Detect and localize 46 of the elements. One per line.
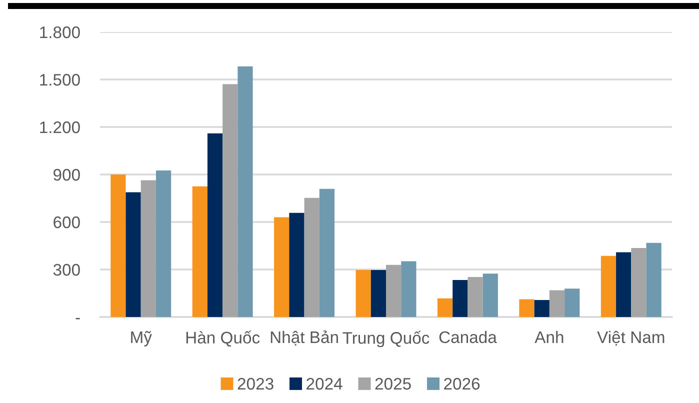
bar xyxy=(319,188,335,317)
legend-label: 2026 xyxy=(444,378,480,390)
y-tick-label: 1.500 xyxy=(40,74,80,86)
legend-label: 2024 xyxy=(306,378,342,390)
y-tick-label: 900 xyxy=(54,168,80,181)
x-tick-label: Canada xyxy=(439,330,497,344)
bar xyxy=(370,270,386,317)
bar xyxy=(646,242,662,317)
x-tick-label: Trung Quốc xyxy=(342,330,430,348)
bar xyxy=(126,192,141,317)
bar xyxy=(222,84,238,317)
bar xyxy=(452,280,468,317)
bar xyxy=(534,300,550,317)
bar xyxy=(386,264,402,317)
bar xyxy=(289,212,304,317)
y-tick-label: 300 xyxy=(53,264,80,276)
bar xyxy=(401,261,416,317)
bar xyxy=(616,252,632,317)
bar xyxy=(304,198,320,317)
bar xyxy=(482,274,498,317)
bar xyxy=(207,133,223,317)
x-tick-label: Mỹ xyxy=(131,331,152,346)
y-tick-label: - xyxy=(76,318,80,320)
bar xyxy=(192,186,208,317)
bar xyxy=(564,288,580,317)
x-tick-label: Việt Nam xyxy=(597,330,664,346)
legend-label: 2025 xyxy=(375,378,411,390)
legend-label: 2023 xyxy=(238,378,274,390)
bar xyxy=(238,66,253,317)
x-tick-label: Anh xyxy=(534,330,564,343)
x-tick-label: Nhật Bản xyxy=(270,330,338,346)
bar xyxy=(519,299,534,317)
bar xyxy=(110,174,126,317)
bar xyxy=(156,170,172,317)
bar xyxy=(140,180,156,317)
bar xyxy=(631,248,646,317)
bar xyxy=(274,217,290,317)
bar xyxy=(600,256,616,317)
bar xyxy=(437,298,453,317)
bar xyxy=(356,270,371,317)
y-tick-label: 1.800 xyxy=(40,26,80,38)
y-tick-label: 600 xyxy=(54,216,80,228)
x-tick-label: Hàn Quốc xyxy=(186,330,260,347)
bar xyxy=(468,276,483,317)
bar xyxy=(549,290,565,317)
y-tick-label: 1.200 xyxy=(40,121,80,134)
